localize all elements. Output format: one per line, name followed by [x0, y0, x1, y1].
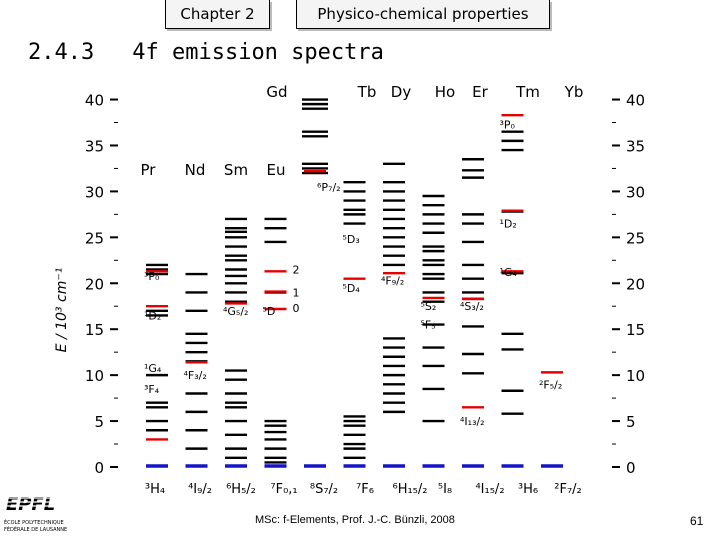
- y-tick-label-right: 5: [626, 413, 636, 431]
- epfl-logo-mark: EPFL: [4, 492, 56, 515]
- ground-state-label: ⁴I₁₅/₂: [475, 482, 504, 497]
- element-label-eu: Eu: [267, 161, 286, 179]
- element-label-dy: Dy: [391, 83, 412, 101]
- tab-chapter-label: Chapter 2: [180, 5, 255, 23]
- section-number: 2.4.3: [28, 40, 95, 65]
- y-tick-label-right: 20: [626, 275, 645, 293]
- term-label-er: ⁴I₁₃/₂: [460, 415, 485, 428]
- y-tick-label-right: 15: [626, 321, 645, 339]
- term-label-sm: ⁴G₅/₂: [223, 305, 248, 318]
- y-tick-label-left: 15: [85, 321, 104, 339]
- ground-state-label: ⁶H₁₅/₂: [392, 482, 427, 497]
- y-tick-label-right: 30: [626, 183, 645, 201]
- element-label-pr: Pr: [141, 161, 157, 179]
- term-label-eu: ⁵D: [263, 305, 276, 318]
- ground-state-label: ⁷F₀,₁: [270, 482, 297, 497]
- term-label-nd: ⁴F₃/₂: [184, 369, 207, 382]
- term-label-tm: ³P₀: [500, 118, 516, 131]
- ground-state-label: ⁷F₆: [356, 482, 374, 497]
- eu-level-number: 2: [293, 263, 300, 276]
- element-label-sm: Sm: [224, 161, 248, 179]
- element-label-nd: Nd: [185, 161, 206, 179]
- ground-state-label: ⁵I₈: [438, 482, 452, 497]
- term-label-pr: ¹G₄: [144, 362, 162, 375]
- y-tick-label-left: 25: [85, 229, 104, 247]
- ground-state-label: ³H₆: [518, 482, 538, 497]
- ground-state-label: ²F₇/₂: [554, 482, 582, 497]
- term-label-pr: ³P₀: [144, 270, 160, 283]
- element-label-ho: Ho: [435, 83, 455, 101]
- ground-state-label: ³H₄: [145, 482, 165, 497]
- epfl-logo: EPFL ÉCOLE POLYTECHNIQUE FÉDÉRALE DE LAU…: [4, 492, 67, 533]
- y-tick-label-right: 25: [626, 229, 645, 247]
- term-label-ho: ⁵F₅: [421, 319, 436, 332]
- logo-line-1: ÉCOLE POLYTECHNIQUE: [4, 518, 64, 526]
- element-label-tm: Tm: [515, 83, 540, 101]
- term-label-er: ⁴S₃/₂: [460, 300, 484, 313]
- term-label-tb: ⁵D₄: [343, 282, 361, 295]
- footer-credit: MSc: f-Elements, Prof. J.-C. Bünzli, 200…: [255, 514, 455, 526]
- section-heading: 2.4.3 4f emission spectra: [28, 40, 384, 65]
- term-label-ho: ⁵S₂: [421, 300, 437, 313]
- element-label-tb: Tb: [357, 83, 377, 101]
- tab-topic-label: Physico-chemical properties: [317, 5, 529, 23]
- element-label-gd: Gd: [266, 83, 287, 101]
- term-label-yb: ²F₅/₂: [539, 378, 562, 391]
- term-label-tm: ¹G₄: [500, 266, 518, 279]
- y-tick-label-left: 30: [85, 183, 104, 201]
- eu-level-number: 1: [293, 286, 300, 299]
- element-label-er: Er: [472, 83, 488, 101]
- logo-line-2: FÉDÉRALE DE LAUSANNE: [4, 525, 67, 533]
- y-tick-label-right: 10: [626, 367, 645, 385]
- eu-level-number: 0: [293, 302, 300, 315]
- term-label-dy: ⁴F₉/₂: [381, 275, 404, 288]
- y-tick-label-left: 10: [85, 367, 104, 385]
- section-title: 4f emission spectra: [132, 40, 384, 65]
- y-tick-label-right: 40: [626, 92, 645, 110]
- page-number: 61: [690, 514, 704, 528]
- ground-state-label: ⁸S₇/₂: [310, 482, 338, 497]
- term-label-gd: ⁶P₇/₂: [317, 181, 341, 194]
- term-label-tb-d3: ⁵D₃: [343, 233, 360, 246]
- y-tick-label-left: 0: [94, 459, 104, 477]
- y-tick-label-right: 0: [626, 459, 636, 477]
- tab-topic[interactable]: Physico-chemical properties: [296, 0, 550, 29]
- ground-state-label: ⁶H₅/₂: [226, 482, 256, 497]
- y-tick-label-left: 5: [94, 413, 104, 431]
- y-tick-label-left: 35: [85, 137, 104, 155]
- svg-text:EPFL: EPFL: [6, 494, 55, 515]
- y-axis-label: E / 10³ cm⁻¹: [54, 268, 70, 353]
- term-label-tm: ¹D₂: [500, 218, 517, 231]
- term-label-pr: ³F₄: [144, 383, 160, 396]
- term-label-pr: ¹D₂: [144, 309, 161, 322]
- y-tick-label-left: 20: [85, 275, 104, 293]
- y-tick-label-right: 35: [626, 137, 645, 155]
- tab-chapter[interactable]: Chapter 2: [165, 0, 270, 29]
- y-tick-label-left: 40: [85, 92, 104, 110]
- ground-state-label: ⁴I₉/₂: [188, 482, 212, 497]
- element-label-yb: Yb: [564, 83, 584, 101]
